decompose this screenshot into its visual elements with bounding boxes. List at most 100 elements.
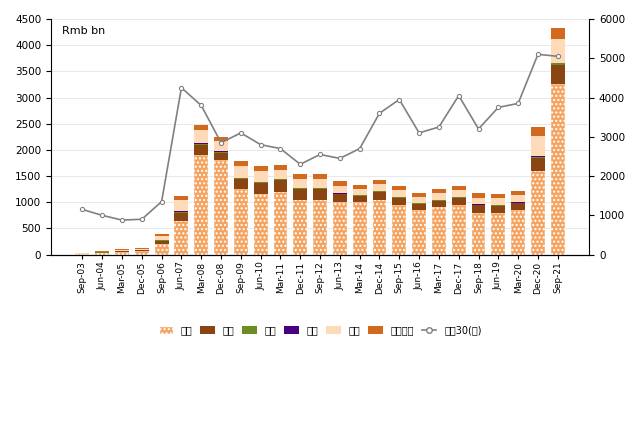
Bar	[135, 248, 148, 249]
Bar	[214, 160, 228, 254]
Bar	[432, 193, 446, 200]
沪深30(右)	[495, 105, 502, 110]
Bar	[253, 195, 268, 254]
Bar	[313, 174, 327, 179]
Bar	[472, 205, 486, 206]
Bar	[412, 203, 426, 204]
Bar	[412, 210, 426, 254]
沪深30(右)	[276, 146, 284, 151]
Bar	[253, 171, 268, 182]
Bar	[372, 192, 387, 200]
Bar	[273, 180, 287, 192]
Bar	[273, 192, 287, 254]
Bar	[452, 186, 466, 190]
Bar	[175, 212, 188, 213]
Bar	[214, 137, 228, 141]
Bar	[551, 39, 564, 63]
Bar	[115, 252, 129, 254]
Bar	[115, 250, 129, 251]
Bar	[472, 193, 486, 197]
Bar	[95, 252, 109, 253]
沪深30(右)	[237, 130, 244, 135]
Bar	[472, 206, 486, 213]
Bar	[234, 189, 248, 254]
沪深30(右)	[296, 162, 304, 167]
Bar	[372, 184, 387, 191]
沪深30(右)	[177, 85, 185, 90]
Bar	[195, 155, 208, 254]
Bar	[551, 84, 564, 254]
Bar	[492, 198, 505, 205]
Bar	[392, 190, 406, 197]
Bar	[432, 201, 446, 208]
Bar	[472, 197, 486, 204]
Bar	[234, 179, 248, 189]
Bar	[372, 191, 387, 192]
Bar	[253, 182, 268, 183]
沪深30(右)	[534, 52, 542, 57]
Bar	[175, 213, 188, 221]
Bar	[353, 196, 367, 202]
Bar	[175, 211, 188, 212]
Bar	[313, 200, 327, 254]
沪深30(右)	[515, 101, 522, 106]
沪深30(右)	[138, 217, 146, 222]
沪深30(右)	[396, 97, 403, 102]
Bar	[333, 181, 347, 186]
Text: Rmb bn: Rmb bn	[61, 26, 105, 36]
Bar	[432, 208, 446, 254]
沪深30(右)	[118, 217, 126, 222]
Bar	[313, 189, 327, 200]
Bar	[372, 180, 387, 184]
Bar	[511, 191, 525, 195]
Bar	[392, 186, 406, 190]
Bar	[551, 65, 564, 84]
沪深30(右)	[356, 146, 364, 151]
Bar	[313, 188, 327, 189]
Bar	[195, 125, 208, 130]
Legend: 股票, 喀券, 基金, 权证, 现金, 其他资产, 沪深30(右): 股票, 喀券, 基金, 权证, 现金, 其他资产, 沪深30(右)	[155, 322, 485, 339]
Bar	[155, 244, 168, 254]
沪深30(右)	[217, 140, 225, 145]
Bar	[551, 27, 564, 39]
Bar	[135, 249, 148, 250]
Bar	[175, 200, 188, 211]
Bar	[452, 197, 466, 205]
Bar	[551, 63, 564, 65]
Bar	[353, 195, 367, 196]
Bar	[214, 152, 228, 160]
Bar	[155, 235, 168, 236]
Bar	[392, 197, 406, 198]
Line: 沪深30(右): 沪深30(右)	[80, 52, 560, 222]
Bar	[293, 189, 307, 200]
Bar	[95, 253, 109, 254]
Bar	[472, 213, 486, 254]
Bar	[253, 166, 268, 171]
Bar	[353, 202, 367, 254]
Bar	[293, 179, 307, 188]
Bar	[452, 205, 466, 254]
Bar	[293, 200, 307, 254]
Bar	[273, 165, 287, 170]
Bar	[531, 171, 545, 254]
沪深30(右)	[415, 130, 423, 135]
Bar	[412, 197, 426, 203]
Bar	[175, 196, 188, 200]
沪深30(右)	[99, 213, 106, 218]
Bar	[175, 221, 188, 254]
Bar	[492, 213, 505, 254]
沪深30(右)	[455, 93, 463, 98]
Bar	[234, 178, 248, 179]
沪深30(右)	[157, 199, 165, 204]
Bar	[313, 179, 327, 188]
Bar	[531, 135, 545, 157]
Bar	[135, 250, 148, 252]
Bar	[253, 183, 268, 195]
Bar	[234, 166, 248, 178]
Bar	[333, 194, 347, 195]
沪深30(右)	[79, 207, 86, 212]
Bar	[333, 202, 347, 254]
沪深30(右)	[316, 152, 324, 157]
沪深30(右)	[554, 54, 561, 59]
Bar	[333, 195, 347, 202]
